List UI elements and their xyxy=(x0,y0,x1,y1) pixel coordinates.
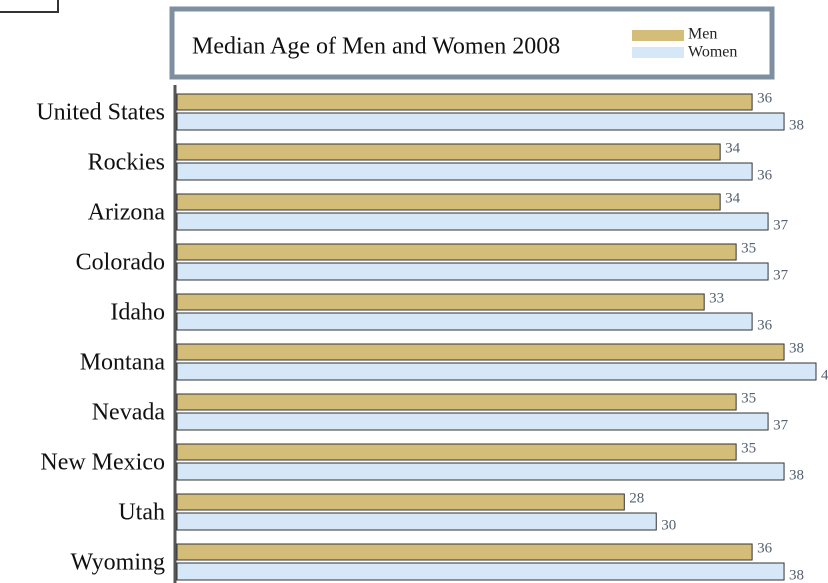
bar xyxy=(176,562,785,581)
bar xyxy=(176,243,737,261)
y-tick-label: Montana xyxy=(80,350,166,376)
bar xyxy=(176,262,769,281)
data-label: 30 xyxy=(661,517,676,533)
chart-title: Median Age of Men and Women 2008 xyxy=(192,34,560,60)
bar xyxy=(176,112,785,131)
legend-swatch xyxy=(632,30,684,41)
corner-box xyxy=(0,0,59,13)
bar xyxy=(176,512,657,531)
bar xyxy=(176,443,737,461)
bar xyxy=(176,193,721,211)
data-label: 38 xyxy=(789,340,804,356)
y-tick-label: Wyoming xyxy=(70,550,165,576)
data-label: 38 xyxy=(789,117,804,133)
legend-swatch xyxy=(632,47,684,58)
legend-label: Men xyxy=(688,26,717,43)
bar xyxy=(176,493,625,511)
data-label: 36 xyxy=(757,317,773,333)
data-label: 37 xyxy=(773,417,789,433)
data-label: 35 xyxy=(741,390,756,406)
bar xyxy=(176,293,705,311)
y-tick-label: Nevada xyxy=(92,400,166,426)
bar xyxy=(176,343,785,361)
data-label: 38 xyxy=(789,467,804,483)
bar xyxy=(176,93,753,111)
bar xyxy=(176,543,753,561)
bar xyxy=(176,462,785,481)
y-tick-label: Utah xyxy=(118,500,165,526)
data-label: 37 xyxy=(773,267,789,283)
legend-label: Women xyxy=(688,44,737,61)
data-label: 35 xyxy=(741,240,756,256)
data-label: 36 xyxy=(757,540,773,556)
y-tick-label: New Mexico xyxy=(40,450,165,476)
bar xyxy=(176,312,753,331)
data-label: 35 xyxy=(741,440,756,456)
y-tick-label: Colorado xyxy=(76,250,165,276)
bar xyxy=(176,393,737,411)
data-label: 37 xyxy=(773,217,789,233)
data-label: 36 xyxy=(757,90,773,106)
y-tick-label: Arizona xyxy=(88,200,166,226)
y-tick-label: Rockies xyxy=(88,150,165,176)
data-label: 33 xyxy=(709,290,724,306)
data-label: 28 xyxy=(629,490,644,506)
bar xyxy=(176,212,769,231)
y-tick-label: United States xyxy=(36,100,165,126)
title-box xyxy=(169,6,775,80)
data-label: 34 xyxy=(725,190,741,206)
bar xyxy=(176,162,753,181)
bar xyxy=(176,362,817,381)
data-label: 40 xyxy=(821,367,828,383)
data-label: 38 xyxy=(789,567,804,583)
data-label: 36 xyxy=(757,167,773,183)
y-tick-label: Idaho xyxy=(110,300,165,326)
bar xyxy=(176,412,769,431)
bar xyxy=(176,143,721,161)
data-label: 34 xyxy=(725,140,741,156)
